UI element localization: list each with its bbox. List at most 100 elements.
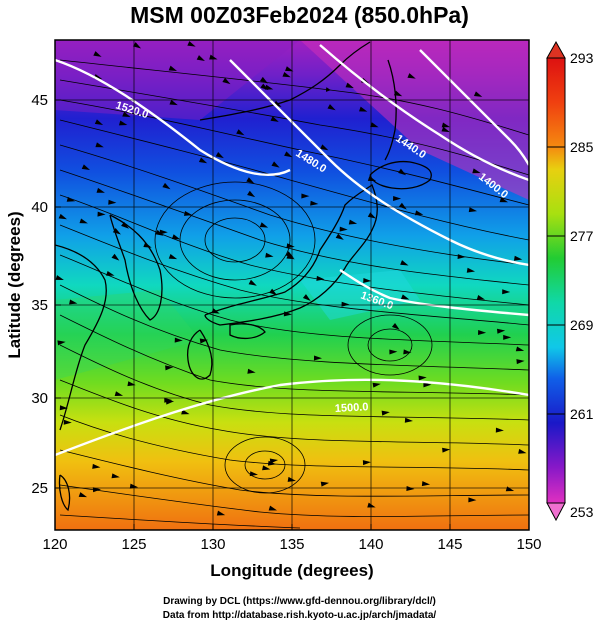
wind-arrow [502, 289, 511, 295]
wind-arrow [222, 77, 231, 85]
wind-arrow [457, 254, 466, 260]
wind-arrow [94, 119, 104, 125]
wind-arrow [118, 120, 128, 126]
wind-arrow [313, 355, 322, 361]
wind-arrow [393, 196, 402, 202]
colorbar-label-269: 269 [570, 317, 594, 333]
wind-arrow [270, 116, 279, 122]
wind-arrow [183, 210, 193, 216]
wind-arrow [398, 202, 407, 210]
wind-arrow [316, 275, 325, 281]
wind-arrow [168, 65, 178, 71]
wind-arrow [301, 193, 310, 199]
wind-arrow [310, 200, 319, 206]
wind-arrow [122, 111, 131, 118]
wind-arrow [267, 460, 277, 466]
wind-arrow [59, 405, 68, 411]
wind-arrow [518, 448, 527, 454]
contour-1400 [419, 49, 529, 166]
wind-arrow [111, 473, 120, 479]
wind-arrow [92, 463, 101, 469]
x-tick-125: 125 [121, 536, 146, 553]
wind-arrow [165, 365, 174, 371]
wind-arrow [367, 212, 376, 219]
wind-arrow [106, 270, 115, 276]
colorbar-label-261: 261 [570, 406, 594, 422]
wind-arrow [400, 294, 410, 300]
x-tick-labels: 120 125 130 135 140 145 150 [42, 536, 541, 553]
wind-arrow [339, 226, 348, 232]
wind-arrow [320, 481, 330, 487]
wind-arrow [164, 397, 173, 403]
colorbar-label-293: 293 [570, 50, 594, 66]
wind-arrow [162, 182, 171, 190]
wind-arrow [473, 91, 483, 97]
wind-arrow [111, 253, 120, 261]
colorbar-top-arrow [546, 40, 566, 59]
x-tick-150: 150 [516, 536, 541, 553]
wind-arrow [262, 465, 271, 471]
wind-arrow [348, 219, 358, 225]
wind-arrow [132, 42, 142, 49]
wind-arrow [259, 222, 269, 228]
wind-arrow [468, 207, 478, 213]
wind-arrow [260, 83, 269, 91]
cool-tongue-east [300, 270, 420, 320]
wind-arrow [265, 252, 274, 258]
wind-arrow [198, 157, 208, 164]
contour-1500 [55, 378, 529, 457]
wind-arrows [55, 41, 527, 516]
y-axis-title: Latitude (degrees) [5, 211, 24, 358]
wind-arrow [327, 104, 336, 111]
wind-arrow [286, 253, 295, 260]
x-tick-120: 120 [42, 536, 67, 553]
mild-region-west [55, 290, 200, 380]
y-tick-25: 25 [31, 480, 48, 497]
y-tick-30: 30 [31, 390, 48, 407]
contour-1440 [319, 44, 529, 182]
credit-data: Data from http://database.rish.kyoto-u.a… [162, 610, 437, 621]
colorbar: 293 285 277 269 261 253 [546, 40, 594, 522]
wind-arrow [441, 126, 450, 133]
wind-arrow [421, 481, 431, 487]
wind-arrow [284, 151, 293, 158]
colorbar-label-253: 253 [570, 504, 594, 520]
wind-arrow [171, 234, 181, 240]
wind-arrow [516, 359, 525, 365]
wind-arrow [196, 55, 205, 62]
wind-arrow [358, 106, 368, 112]
wind-arrow [81, 164, 91, 170]
wind-arrow [69, 299, 78, 305]
wind-arrow [414, 210, 424, 216]
wind-arrow [320, 144, 329, 151]
wind-arrow [341, 301, 350, 307]
wind-arrow [391, 322, 400, 330]
wind-arrow [55, 275, 64, 281]
wind-arrow [247, 190, 256, 198]
wind-arrow [302, 294, 311, 301]
wind-arrow [442, 447, 451, 453]
wind-arrow [58, 213, 67, 220]
wind-arrow [286, 243, 295, 249]
y-tick-45: 45 [31, 92, 48, 109]
wind-arrow [63, 419, 72, 425]
wind-arrow [93, 51, 102, 57]
wind-arrow [187, 41, 196, 47]
wind-arrow [168, 253, 178, 260]
wind-arrow [381, 410, 390, 416]
wind-arrow [472, 168, 481, 174]
wind-arrow [372, 382, 381, 388]
wind-arrow [114, 391, 124, 397]
wind-arrow [236, 129, 245, 136]
wind-arrow [169, 99, 178, 106]
wind-arrow [57, 340, 66, 346]
wind-arrow [407, 73, 416, 79]
wind-arrow [96, 187, 105, 193]
wind-arrow [363, 278, 372, 284]
wind-arrow [398, 168, 407, 176]
wind-arrow [404, 417, 413, 423]
colorbar-label-285: 285 [570, 139, 594, 155]
wind-arrow [406, 486, 415, 492]
wind-arrow [499, 197, 509, 203]
